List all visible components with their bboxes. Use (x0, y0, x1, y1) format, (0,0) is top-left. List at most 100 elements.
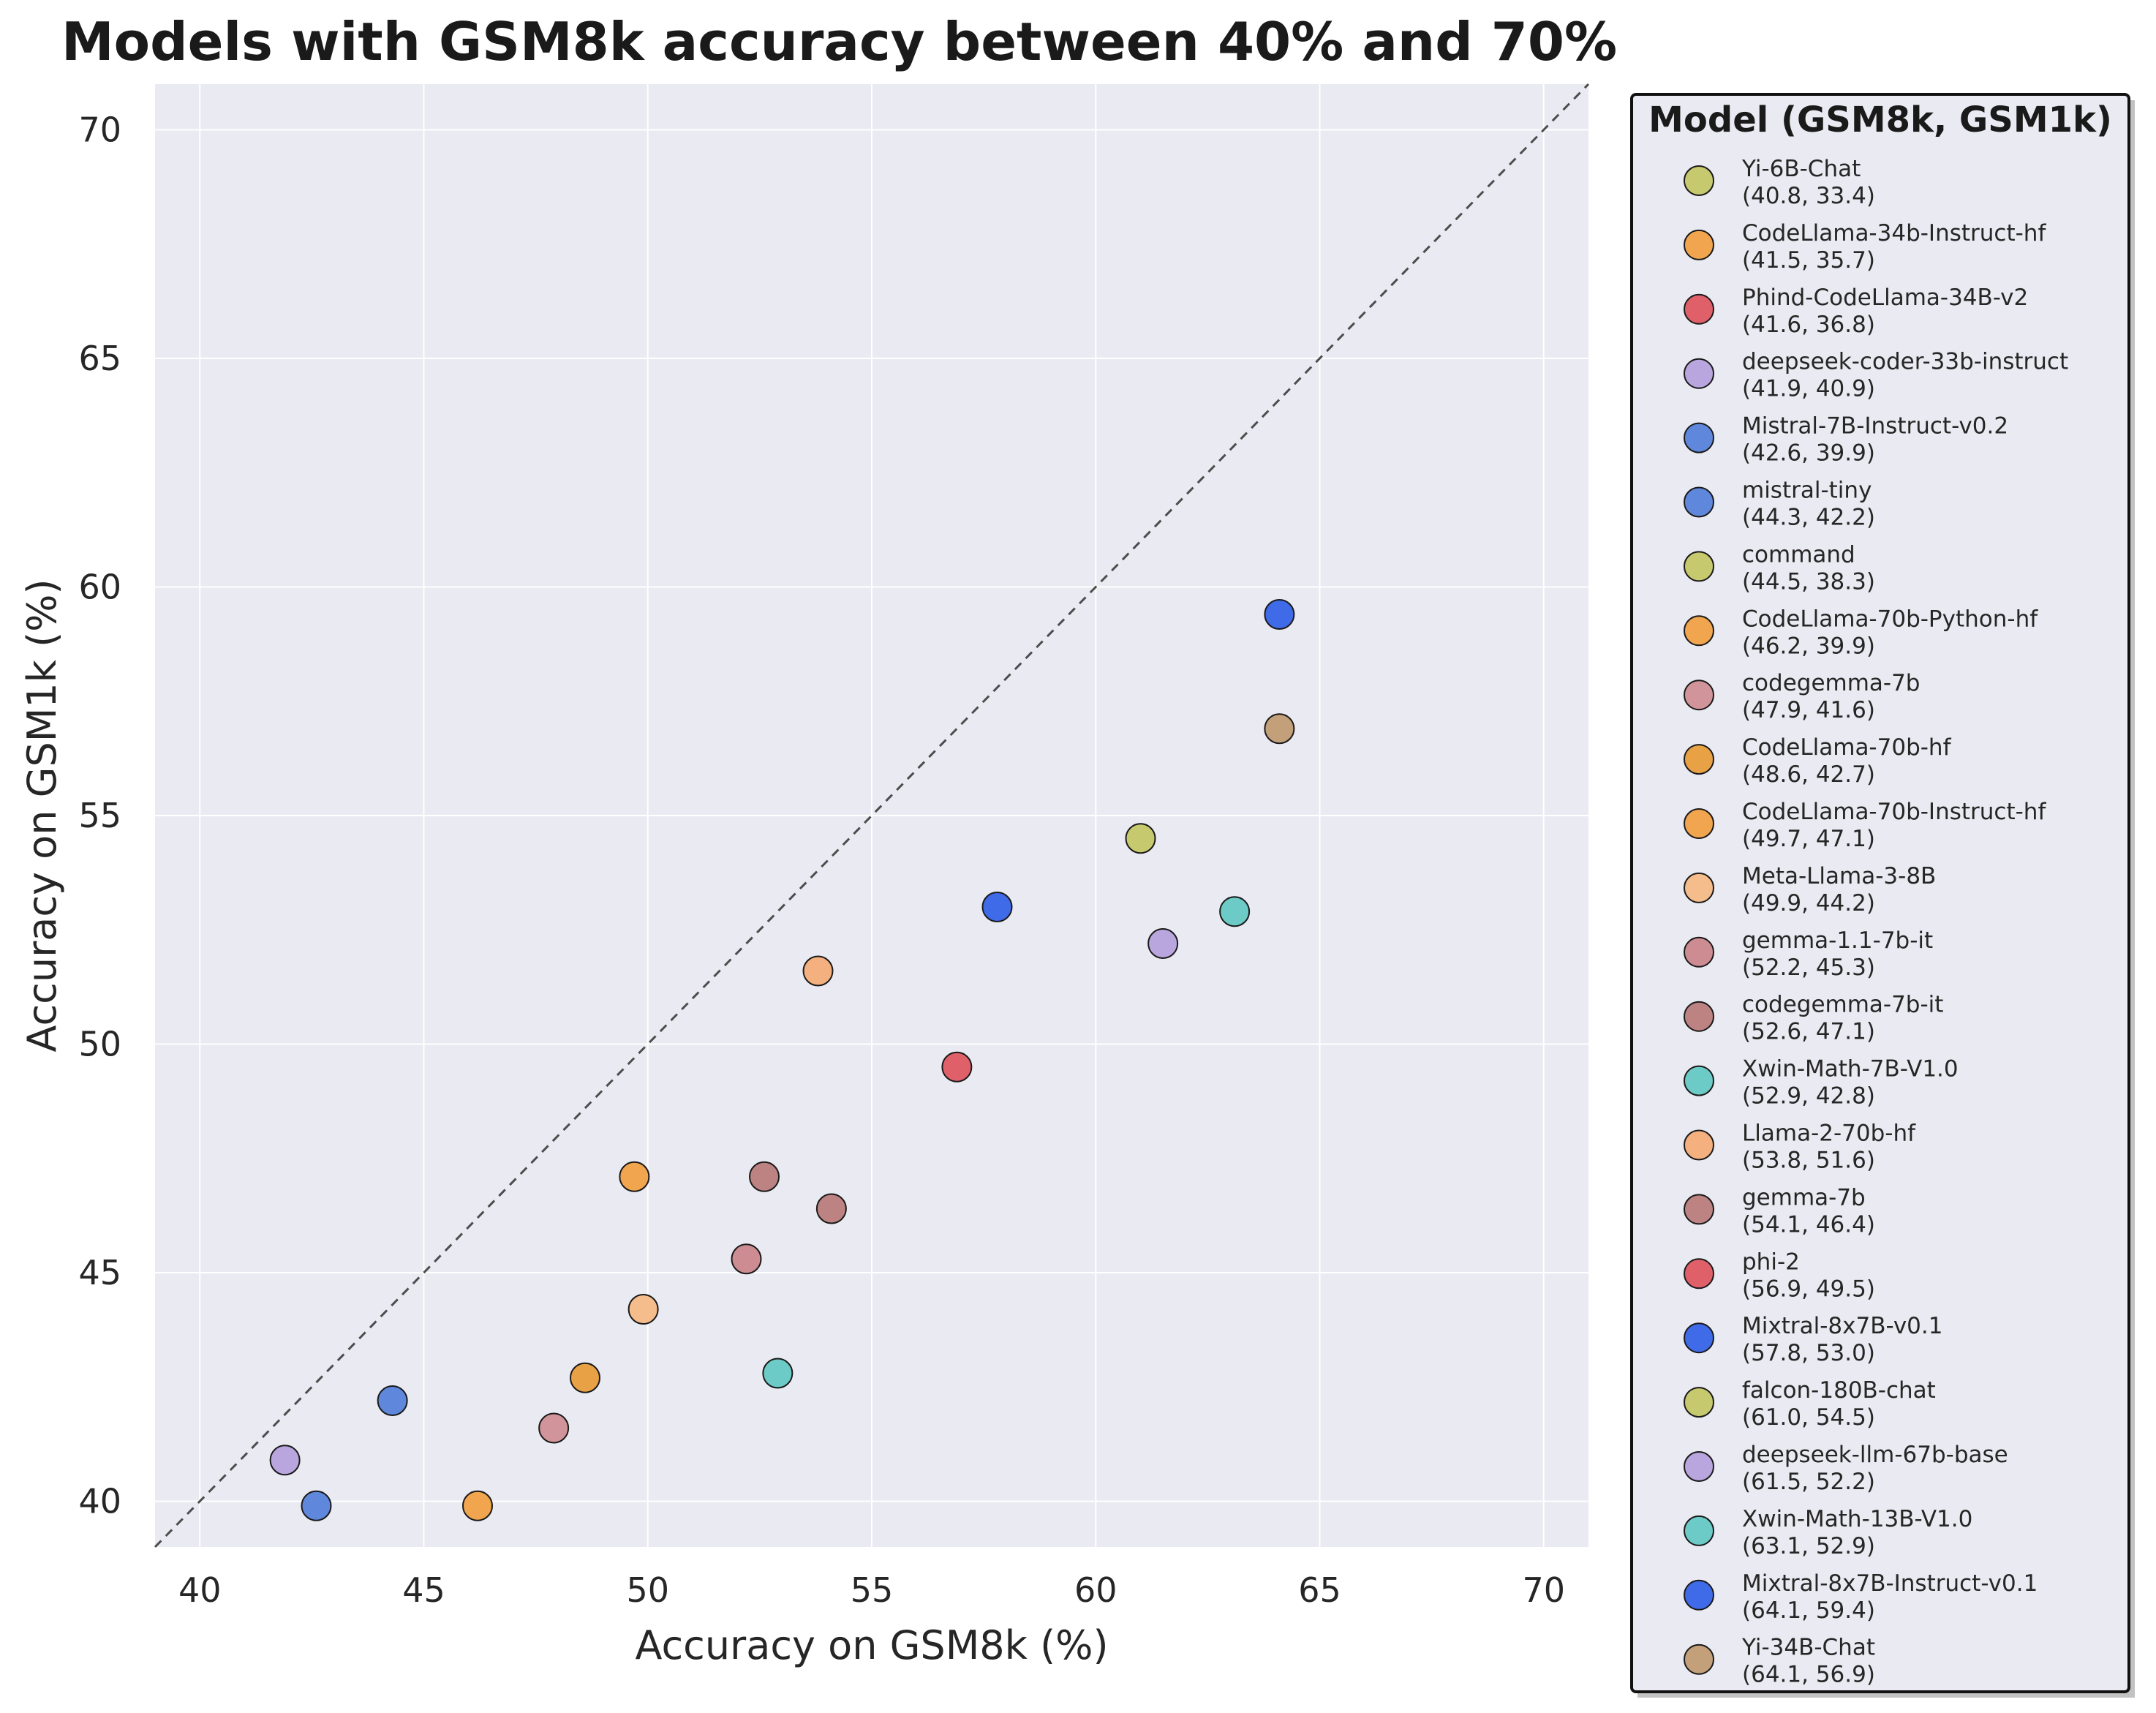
legend-marker (1684, 486, 1714, 518)
legend-item-values: (53.8, 51.6) (1742, 1148, 1875, 1174)
legend-marker (1684, 1579, 1714, 1611)
legend-item: deepseek-coder-33b-instruct(41.9, 40.9) (1684, 349, 2068, 402)
y-axis-label: Accuracy on GSM1k (%) (19, 579, 65, 1052)
legend-marker (1684, 872, 1714, 903)
legend-item: codegemma-7b(47.9, 41.6) (1684, 670, 1921, 723)
legend: Model (GSM8k, GSM1k) Yi-6B-Chat(40.8, 33… (1630, 93, 2135, 1698)
legend-marker (1684, 551, 1714, 582)
legend-marker (1684, 1258, 1714, 1290)
legend-item: CodeLlama-70b-hf(48.6, 42.7) (1684, 734, 1952, 788)
legend-item-values: (40.8, 33.4) (1742, 183, 1875, 209)
legend-item-name: Phind-CodeLlama-34B-v2 (1742, 285, 2028, 311)
legend-marker (1684, 293, 1714, 325)
legend-item-values: (41.6, 36.8) (1742, 312, 1875, 338)
data-point-xwin-math-13b-v1-0 (1219, 896, 1251, 927)
legend-item-values: (54.1, 46.4) (1742, 1211, 1875, 1238)
legend-item-values: (41.5, 35.7) (1742, 247, 1875, 274)
data-point-falcon-180b-chat (1125, 823, 1156, 854)
legend-item-values: (52.6, 47.1) (1742, 1019, 1875, 1045)
legend-marker (1684, 1129, 1714, 1161)
legend-item: Mixtral-8x7B-v0.1(57.8, 53.0) (1684, 1313, 1942, 1366)
legend-item: Xwin-Math-13B-V1.0(63.1, 52.9) (1684, 1506, 1972, 1559)
legend-item-name: Yi-6B-Chat (1741, 156, 1861, 182)
data-point-codegemma-7b (538, 1412, 570, 1444)
legend-item-values: (44.3, 42.2) (1742, 505, 1875, 531)
legend-marker (1684, 808, 1714, 839)
legend-item-values: (41.9, 40.9) (1742, 376, 1875, 402)
legend-item: Yi-34B-Chat(64.1, 56.9) (1684, 1635, 1875, 1688)
y-tick-label: 70 (78, 110, 121, 150)
data-point-mixtral-8x7b-v0-1 (981, 892, 1013, 922)
legend-marker (1684, 1387, 1714, 1418)
legend-marker (1684, 229, 1714, 260)
legend-item-name: CodeLlama-34b-Instruct-hf (1742, 220, 2046, 246)
legend-item-name: Xwin-Math-13B-V1.0 (1742, 1506, 1972, 1532)
legend-marker (1684, 358, 1714, 389)
legend-item-values: (44.5, 38.3) (1742, 568, 1875, 595)
chart-title: Models with GSM8k accuracy between 40% a… (61, 11, 1617, 72)
legend-item-values: (52.9, 42.8) (1742, 1083, 1875, 1110)
legend-item: phi-2(56.9, 49.5) (1684, 1249, 1875, 1302)
legend-item-values: (57.8, 53.0) (1742, 1340, 1875, 1366)
legend-item: deepseek-llm-67b-base(61.5, 52.2) (1684, 1442, 2008, 1495)
legend-item: mistral-tiny(44.3, 42.2) (1684, 478, 1875, 531)
data-point-mistral-7b-instruct-v0-2 (301, 1490, 332, 1521)
legend-marker (1684, 1065, 1714, 1096)
legend-item-name: CodeLlama-70b-Instruct-hf (1742, 799, 2046, 825)
y-tick-label: 40 (78, 1482, 121, 1521)
legend-item-name: Mixtral-8x7B-Instruct-v0.1 (1742, 1570, 2038, 1597)
legend-item-name: Xwin-Math-7B-V1.0 (1742, 1056, 1959, 1083)
legend-item-values: (61.0, 54.5) (1742, 1404, 1875, 1431)
legend-item-name: phi-2 (1742, 1249, 1800, 1275)
legend-item: Yi-6B-Chat(40.8, 33.4) (1684, 156, 1875, 209)
y-tick-label: 55 (78, 796, 121, 835)
legend-item-values: (64.1, 59.4) (1742, 1597, 1875, 1624)
legend-item-values: (48.6, 42.7) (1742, 761, 1875, 788)
legend-marker (1684, 165, 1714, 196)
x-tick-label: 40 (178, 1570, 222, 1610)
legend-item-name: codegemma-7b-it (1742, 992, 1943, 1018)
y-tick-label: 65 (78, 339, 121, 378)
legend-item: CodeLlama-70b-Instruct-hf(49.7, 47.1) (1684, 799, 2046, 852)
data-point-codellama-70b-hf (570, 1362, 600, 1393)
legend-item-name: gemma-7b (1742, 1184, 1866, 1211)
legend-item-name: mistral-tiny (1742, 478, 1872, 504)
legend-item-name: CodeLlama-70b-Python-hf (1742, 606, 2038, 632)
y-tick-label: 60 (78, 568, 121, 607)
legend-marker (1684, 1322, 1714, 1354)
legend-item-name: Mistral-7B-Instruct-v0.2 (1742, 413, 2008, 440)
legend-item: falcon-180B-chat(61.0, 54.5) (1684, 1377, 1936, 1431)
legend-item-values: (63.1, 52.9) (1742, 1533, 1875, 1559)
data-point-codellama-70b-instruct-hf (619, 1161, 650, 1192)
legend-item-name: codegemma-7b (1742, 670, 1921, 696)
legend-marker (1684, 744, 1714, 775)
y-tick-label: 50 (78, 1025, 121, 1064)
legend-item: Llama-2-70b-hf(53.8, 51.6) (1684, 1121, 1916, 1174)
data-point-codellama-70b-python-hf (462, 1490, 493, 1521)
x-tick-label: 65 (1298, 1570, 1341, 1610)
x-tick-label: 70 (1522, 1570, 1565, 1610)
axis-ticks: 40 45 50 55 60 65 70 40 45 50 55 60 65 70 (78, 110, 1565, 1611)
grid-lines (155, 84, 1588, 1547)
data-point-phi-2 (941, 1051, 973, 1083)
legend-item-values: (56.9, 49.5) (1742, 1276, 1875, 1302)
x-tick-label: 45 (402, 1570, 445, 1610)
data-point-deepseek-coder-33b-instruct (269, 1445, 301, 1476)
legend-title: Model (GSM8k, GSM1k) (1648, 99, 2112, 140)
x-tick-label: 55 (851, 1570, 894, 1610)
data-point-meta-llama-3-8b (627, 1294, 659, 1325)
legend-item-values: (47.9, 41.6) (1742, 697, 1875, 723)
data-point-xwin-math-7b-v1-0 (762, 1358, 794, 1389)
identity-diagonal-line (154, 83, 1590, 1548)
legend-box (1630, 93, 2130, 1693)
legend-item-values: (42.6, 39.9) (1742, 440, 1875, 467)
data-point-deepseek-llm-67b-base (1147, 928, 1179, 959)
data-point-llama-2-70b-hf (802, 955, 834, 987)
legend-marker (1684, 1515, 1714, 1546)
legend-item-values: (64.1, 56.9) (1742, 1662, 1875, 1688)
data-point-mixtral-8x7b-instruct-v0-1 (1264, 599, 1295, 630)
x-axis-label: Accuracy on GSM8k (%) (635, 1622, 1108, 1668)
legend-item-name: deepseek-llm-67b-base (1742, 1442, 2008, 1468)
legend-item: CodeLlama-34b-Instruct-hf(41.5, 35.7) (1684, 220, 2046, 274)
